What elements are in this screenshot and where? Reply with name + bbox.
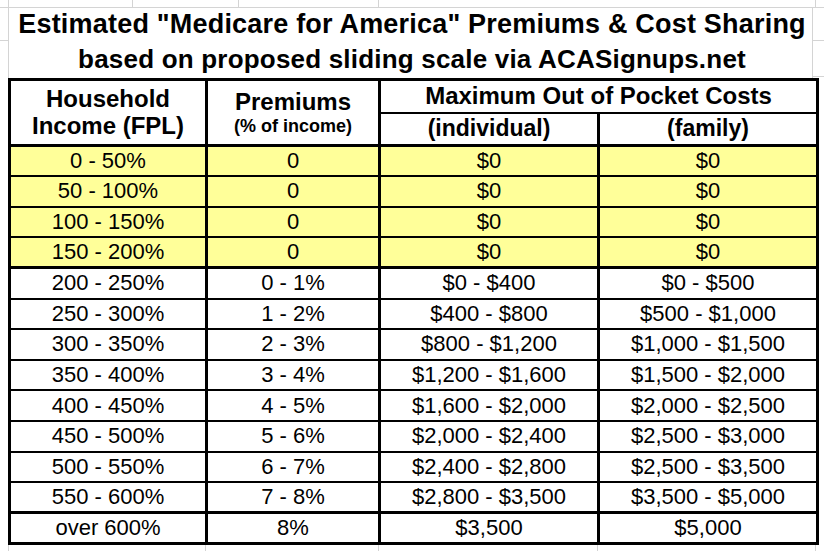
cell-moop-family: $0 bbox=[599, 146, 818, 177]
cell-income: 400 - 450% bbox=[10, 390, 207, 421]
table-row: 200 - 250% 0 - 1% $0 - $400 $0 - $500 bbox=[10, 268, 818, 299]
cell-moop-family: $1,500 - $2,000 bbox=[599, 360, 818, 391]
cell-income: 300 - 350% bbox=[10, 329, 207, 360]
gridline bbox=[132, 0, 133, 7]
table-subtitle: based on proposed sliding scale via ACAS… bbox=[0, 41, 824, 77]
cell-premium: 5 - 6% bbox=[207, 421, 380, 452]
cell-moop-individual: $1,200 - $1,600 bbox=[380, 360, 599, 391]
cell-moop-individual: $0 bbox=[380, 146, 599, 177]
cell-moop-family: $3,500 - $5,000 bbox=[599, 482, 818, 513]
gridline bbox=[238, 0, 239, 7]
table-row: 0 - 50% 0 $0 $0 bbox=[10, 146, 818, 177]
cell-moop-individual: $3,500 bbox=[380, 513, 599, 544]
cell-moop-family: $0 bbox=[599, 176, 818, 207]
table-row: 50 - 100% 0 $0 $0 bbox=[10, 176, 818, 207]
table-row: 450 - 500% 5 - 6% $2,000 - $2,400 $2,500… bbox=[10, 421, 818, 452]
cell-moop-individual: $400 - $800 bbox=[380, 299, 599, 330]
cell-moop-individual: $2,000 - $2,400 bbox=[380, 421, 599, 452]
spreadsheet-canvas: Estimated "Medicare for America" Premium… bbox=[0, 0, 824, 551]
header-moop-family: (family) bbox=[599, 113, 818, 146]
cell-premium: 8% bbox=[207, 513, 380, 544]
gridline bbox=[597, 545, 598, 551]
header-row-top: Household Income (FPL) Premiums (% of in… bbox=[10, 80, 818, 113]
cell-moop-family: $0 - $500 bbox=[599, 268, 818, 299]
gridline bbox=[815, 545, 816, 551]
gridline bbox=[378, 545, 379, 551]
cell-income: over 600% bbox=[10, 513, 207, 544]
cell-moop-individual: $0 - $400 bbox=[380, 268, 599, 299]
cell-moop-individual: $0 bbox=[380, 237, 599, 268]
premiums-cost-sharing-table: Household Income (FPL) Premiums (% of in… bbox=[8, 78, 819, 545]
cell-premium: 0 bbox=[207, 207, 380, 238]
table-body: 0 - 50% 0 $0 $0 50 - 100% 0 $0 $0 100 - … bbox=[10, 146, 818, 544]
cell-income: 550 - 600% bbox=[10, 482, 207, 513]
gridline bbox=[8, 545, 9, 551]
cell-premium: 0 - 1% bbox=[207, 268, 380, 299]
table-title: Estimated "Medicare for America" Premium… bbox=[0, 7, 824, 41]
header-household-income: Household Income (FPL) bbox=[10, 80, 207, 146]
cell-premium: 0 bbox=[207, 146, 380, 177]
cell-premium: 3 - 4% bbox=[207, 360, 380, 391]
header-income-line1: Household bbox=[13, 86, 203, 113]
cell-moop-individual: $0 bbox=[380, 207, 599, 238]
header-premiums-line1: Premiums bbox=[210, 89, 376, 116]
cell-income: 100 - 150% bbox=[10, 207, 207, 238]
cell-premium: 2 - 3% bbox=[207, 329, 380, 360]
gridline bbox=[8, 0, 9, 7]
header-premiums: Premiums (% of income) bbox=[207, 80, 380, 146]
cell-premium: 1 - 2% bbox=[207, 299, 380, 330]
cell-income: 450 - 500% bbox=[10, 421, 207, 452]
header-premiums-line2: (% of income) bbox=[210, 116, 376, 136]
cell-moop-individual: $0 bbox=[380, 176, 599, 207]
gridline bbox=[378, 0, 379, 7]
gridline bbox=[205, 545, 206, 551]
cell-income: 50 - 100% bbox=[10, 176, 207, 207]
cell-moop-family: $1,000 - $1,500 bbox=[599, 329, 818, 360]
cell-premium: 4 - 5% bbox=[207, 390, 380, 421]
cell-moop-individual: $2,800 - $3,500 bbox=[380, 482, 599, 513]
cell-premium: 0 bbox=[207, 176, 380, 207]
cell-income: 250 - 300% bbox=[10, 299, 207, 330]
gridline bbox=[815, 0, 816, 7]
header-moop-group: Maximum Out of Pocket Costs bbox=[380, 80, 818, 113]
header-income-line2: Income (FPL) bbox=[13, 113, 203, 140]
cell-moop-family: $2,500 - $3,500 bbox=[599, 452, 818, 483]
table-row: 300 - 350% 2 - 3% $800 - $1,200 $1,000 -… bbox=[10, 329, 818, 360]
table-row: 400 - 450% 4 - 5% $1,600 - $2,000 $2,000… bbox=[10, 390, 818, 421]
table-row: 550 - 600% 7 - 8% $2,800 - $3,500 $3,500… bbox=[10, 482, 818, 513]
cell-premium: 0 bbox=[207, 237, 380, 268]
table-row: 100 - 150% 0 $0 $0 bbox=[10, 207, 818, 238]
header-moop-individual: (individual) bbox=[380, 113, 599, 146]
cell-moop-family: $2,500 - $3,000 bbox=[599, 421, 818, 452]
cell-moop-family: $2,000 - $2,500 bbox=[599, 390, 818, 421]
cell-income: 150 - 200% bbox=[10, 237, 207, 268]
cell-premium: 6 - 7% bbox=[207, 452, 380, 483]
cell-moop-family: $500 - $1,000 bbox=[599, 299, 818, 330]
cell-income: 0 - 50% bbox=[10, 146, 207, 177]
cell-income: 350 - 400% bbox=[10, 360, 207, 391]
cell-moop-family: $5,000 bbox=[599, 513, 818, 544]
cell-moop-individual: $800 - $1,200 bbox=[380, 329, 599, 360]
cell-moop-individual: $1,600 - $2,000 bbox=[380, 390, 599, 421]
cell-premium: 7 - 8% bbox=[207, 482, 380, 513]
table-row: 250 - 300% 1 - 2% $400 - $800 $500 - $1,… bbox=[10, 299, 818, 330]
cell-moop-family: $0 bbox=[599, 237, 818, 268]
cell-moop-family: $0 bbox=[599, 207, 818, 238]
table-row-over-600: over 600% 8% $3,500 $5,000 bbox=[10, 513, 818, 544]
table-row: 150 - 200% 0 $0 $0 bbox=[10, 237, 818, 268]
cell-income: 500 - 550% bbox=[10, 452, 207, 483]
cell-income: 200 - 250% bbox=[10, 268, 207, 299]
table-row: 350 - 400% 3 - 4% $1,200 - $1,600 $1,500… bbox=[10, 360, 818, 391]
cell-moop-individual: $2,400 - $2,800 bbox=[380, 452, 599, 483]
table-header: Household Income (FPL) Premiums (% of in… bbox=[10, 80, 818, 146]
table-row: 500 - 550% 6 - 7% $2,400 - $2,800 $2,500… bbox=[10, 452, 818, 483]
